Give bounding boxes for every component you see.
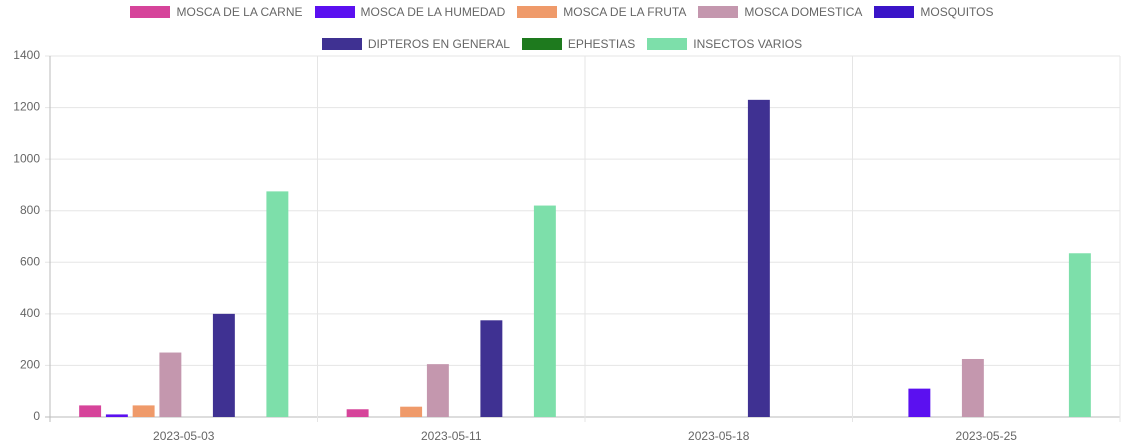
bar — [1068, 253, 1091, 417]
bar — [533, 205, 556, 417]
legend-label: MOSCA DE LA FRUTA — [563, 5, 687, 19]
bar — [480, 320, 503, 417]
bar — [212, 313, 235, 417]
y-tick-label: 0 — [33, 409, 40, 423]
bar — [79, 405, 102, 417]
legend-label: MOSCA DE LA CARNE — [176, 5, 303, 19]
x-tick-label: 2023-05-03 — [153, 429, 215, 443]
legend-label: EPHESTIAS — [567, 37, 636, 51]
y-tick-label: 600 — [20, 254, 40, 268]
legend: MOSCA DE LA CARNE MOSCA DE LA HUMEDAD MOSC… — [82, 4, 1042, 52]
legend-swatch — [698, 6, 739, 18]
bar — [400, 406, 423, 417]
legend-label: MOSCA DOMESTICA — [744, 5, 863, 19]
y-tick-label: 800 — [20, 203, 40, 217]
legend-label: MOSQUITOS — [920, 5, 994, 19]
legend-item[interactable]: DIPTEROS EN GENERAL — [321, 36, 510, 52]
legend-label: INSECTOS VARIOS — [693, 37, 803, 51]
legend-item[interactable]: INSECTOS VARIOS — [647, 36, 802, 52]
legend-swatch — [517, 6, 558, 18]
bar — [159, 352, 182, 417]
legend-item[interactable]: MOSCA DE LA HUMEDAD — [314, 4, 506, 20]
bar — [266, 191, 289, 417]
bar — [346, 409, 369, 417]
legend-label: DIPTEROS EN GENERAL — [367, 37, 510, 51]
legend-label: MOSCA DE LA HUMEDAD — [360, 5, 506, 19]
legend-swatch — [647, 38, 688, 50]
legend-item[interactable]: MOSCA DOMESTICA — [698, 4, 862, 20]
y-tick-label: 1400 — [13, 48, 40, 62]
bar — [747, 99, 770, 417]
bar — [132, 405, 155, 417]
legend-item[interactable]: MOSCA DE LA FRUTA — [517, 4, 686, 20]
legend-swatch — [314, 6, 355, 18]
legend-item[interactable]: MOSQUITOS — [874, 4, 994, 20]
bar — [908, 388, 931, 417]
bar — [961, 358, 984, 417]
bar — [105, 414, 128, 417]
y-tick-label: 1000 — [13, 151, 40, 165]
y-tick-label: 400 — [20, 306, 40, 320]
bar — [426, 364, 449, 417]
legend-swatch — [321, 38, 362, 50]
legend-swatch — [130, 6, 171, 18]
y-tick-label: 1200 — [13, 100, 40, 114]
legend-item[interactable]: MOSCA DE LA CARNE — [130, 4, 303, 20]
legend-item[interactable]: EPHESTIAS — [521, 36, 636, 52]
y-tick-label: 200 — [20, 358, 40, 372]
legend-swatch — [521, 38, 562, 50]
legend-swatch — [874, 6, 915, 18]
x-tick-label: 2023-05-18 — [688, 429, 750, 443]
x-tick-label: 2023-05-25 — [956, 429, 1018, 443]
x-tick-label: 2023-05-11 — [421, 429, 482, 443]
